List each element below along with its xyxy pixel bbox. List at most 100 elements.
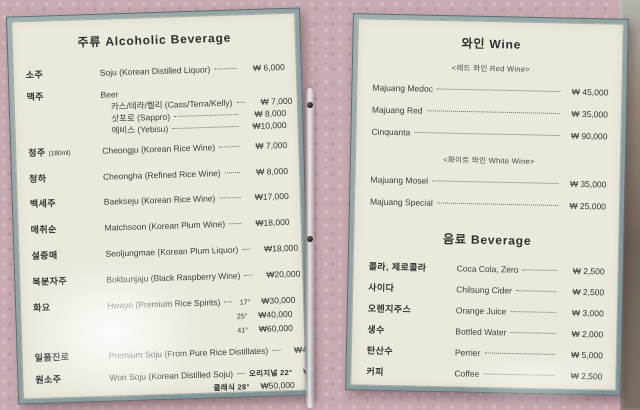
dotted-leader <box>436 202 559 206</box>
item-korean-label: 설중매 <box>31 250 58 262</box>
dotted-leader <box>436 88 561 93</box>
white-wine-header: <화이트 와인 White Wine> <box>443 155 535 166</box>
item-price: ₩ 8,000 <box>254 107 287 119</box>
left-page: 주류 Alcoholic Beverage 소주 Soju (Korean Di… <box>5 7 313 405</box>
dotted-leader <box>515 290 557 292</box>
dotted-leader <box>426 110 560 115</box>
beverage-title-english: Beverage <box>470 232 532 248</box>
item-name: 삿포로 (Sappro) <box>111 111 171 124</box>
variant-label: 오리지널 22° <box>248 367 293 379</box>
item-price: ₩ 7,000 <box>260 95 293 107</box>
dotted-leader <box>510 311 556 313</box>
dotted-leader <box>522 269 557 271</box>
item-name: Cheongha (Refined Rice Wine) <box>102 168 221 182</box>
item-price-tier: 41° ₩60,000 <box>234 323 293 337</box>
item-price: ₩18,000 <box>263 242 299 254</box>
item-korean-label: 아이스크림 <box>366 388 454 391</box>
item-korean-label: 맥주 <box>26 91 45 103</box>
dotted-leader <box>224 171 241 174</box>
menu-binding-spine <box>305 88 315 408</box>
item-name: Cinquanta <box>371 126 411 138</box>
dotted-leader <box>242 248 251 250</box>
item-name: Perrier <box>454 347 481 358</box>
right-page-paper: 와인 Wine <레드 와인 Red Wine> Majuang Medoc ₩… <box>350 18 624 391</box>
dotted-leader <box>224 301 233 303</box>
dotted-leader <box>229 222 242 225</box>
item-korean-label: 청하 <box>28 173 47 185</box>
menu-row-ilpum-jinro: 일품진로 Premium Soju (From Pure Rice Distil… <box>34 344 307 363</box>
wine-title-english: Wine <box>489 37 522 52</box>
left-page-title: 주류 Alcoholic Beverage <box>25 27 284 52</box>
abv-degree: 17° <box>239 299 251 307</box>
item-price: ₩ 3,000 <box>571 307 604 319</box>
menu-row-majuang-special: Majuang Special ₩ 25,000 <box>370 197 606 212</box>
dotted-leader <box>432 180 559 184</box>
left-title-english: Alcoholic Beverage <box>105 30 232 49</box>
item-korean-label: 청주 (180ml) <box>28 147 71 159</box>
item-korean-label: 일품진로 <box>34 351 70 363</box>
item-name: Chilsung Cider <box>456 284 513 296</box>
abv-degree: 41° <box>237 327 249 335</box>
dotted-leader <box>244 274 253 276</box>
item-name: Orange Juice <box>455 305 507 317</box>
menu-row-cider: 사이다 Chilsung Cider ₩ 2,500 <box>368 283 604 298</box>
spine-screw-icon <box>307 102 313 108</box>
item-korean-label: 소주 <box>25 69 44 81</box>
item-korean-label: 사이다 <box>368 282 395 294</box>
item-name: Baekseju (Korean Rice Wine) <box>103 193 216 207</box>
spine-screw-icon <box>307 236 313 242</box>
beverage-title-korean: 음료 <box>442 232 467 247</box>
item-price: ₩ 7,000 <box>255 139 288 151</box>
item-name: Bottled Water <box>455 326 507 338</box>
item-korean-label: 화요 <box>32 302 51 314</box>
item-price: ₩ 6,000 <box>252 61 285 73</box>
dotted-leader <box>510 332 556 334</box>
menu-row-orange-juice: 오렌지주스 Orange Juice ₩ 3,000 <box>368 304 604 319</box>
item-korean-label <box>27 122 101 124</box>
menu-row-bottled-water: 생수 Bottled Water ₩ 2,000 <box>367 325 603 340</box>
item-name: Majuang Mosel <box>370 174 429 186</box>
dotted-leader <box>484 352 555 355</box>
menu-row-soju: 소주 Soju (Korean Distilled Liquor) ₩ 6,00… <box>26 62 285 80</box>
item-price: ₩ 35,000 <box>569 178 607 190</box>
item-name: Soju (Korean Distilled Liquor) <box>99 64 211 78</box>
item-price: ₩ 35,000 <box>571 108 609 120</box>
item-price: ₩20,000 <box>266 268 301 280</box>
dotted-leader <box>219 196 241 199</box>
menu-row-coffee: 커피 Coffee ₩ 2,500 <box>366 367 602 382</box>
item-korean-label: 매취순 <box>30 224 57 236</box>
item-price: ₩ 45,000 <box>571 86 609 98</box>
item-price: ₩10,000 <box>252 119 287 132</box>
item-korean-label: 복분자주 <box>32 275 68 288</box>
variant-label: 클래식 28° <box>213 382 250 393</box>
menu-row-majuang-medoc: Majuang Medoc ₩ 45,000 <box>372 83 608 98</box>
wine-title-korean: 와인 <box>461 36 486 51</box>
item-korean-label: 커피 <box>366 366 384 377</box>
item-price: ₩ 5,000 <box>571 349 603 361</box>
item-price: ₩ 2,500 <box>572 286 605 298</box>
item-price: ₩18,000 <box>255 216 290 228</box>
item-korean-label: 콜라, 제로콜라 <box>368 261 427 273</box>
item-price-variant: 오리지널 22°₩40,000 <box>249 365 307 379</box>
item-name: Premium Soju (From Pure Rice Distillates… <box>108 345 269 361</box>
item-name: Beer <box>100 89 119 100</box>
item-name: Majuang Special <box>369 196 433 208</box>
item-name: Bokbunjaju (Black Raspberry Wine) <box>106 270 241 285</box>
menu-row-matchsoon: 매취순 Matchsoon (Korean Plum Wine) ₩18,000 <box>31 217 290 235</box>
item-price: ₩ 8,000 <box>256 165 289 177</box>
item-korean-label: 오렌지주스 <box>367 303 412 315</box>
item-price-tier: 17° ₩30,000 <box>236 295 296 309</box>
menu-row-bokbunjaju: 복분자주 Bokbunjaju (Black Raspberry Wine) ₩… <box>32 269 300 288</box>
menu-row-baekseju: 백세주 Baekseju (Korean Rice Wine) ₩17,000 <box>30 191 289 209</box>
item-price: ₩ 25,000 <box>569 200 607 212</box>
dotted-leader <box>483 373 555 376</box>
item-name: Hwayo (Premium Rice Spirits) <box>106 297 221 311</box>
menu-row-cola: 콜라, 제로콜라 Coca Cola, Zero ₩ 2,500 <box>369 262 605 277</box>
menu-row-cinquanta: Cinquanta ₩ 90,000 <box>371 127 607 142</box>
item-name: Coffee <box>454 368 480 379</box>
item-name: 에비스 (Yebisu) <box>111 123 169 136</box>
right-page-title: 와인 Wine <box>373 33 609 55</box>
item-korean-label: 백세주 <box>29 198 57 210</box>
menu-row-majuang-mosel: Majuang Mosel ₩ 35,000 <box>370 175 606 190</box>
item-korean-label <box>27 110 101 112</box>
